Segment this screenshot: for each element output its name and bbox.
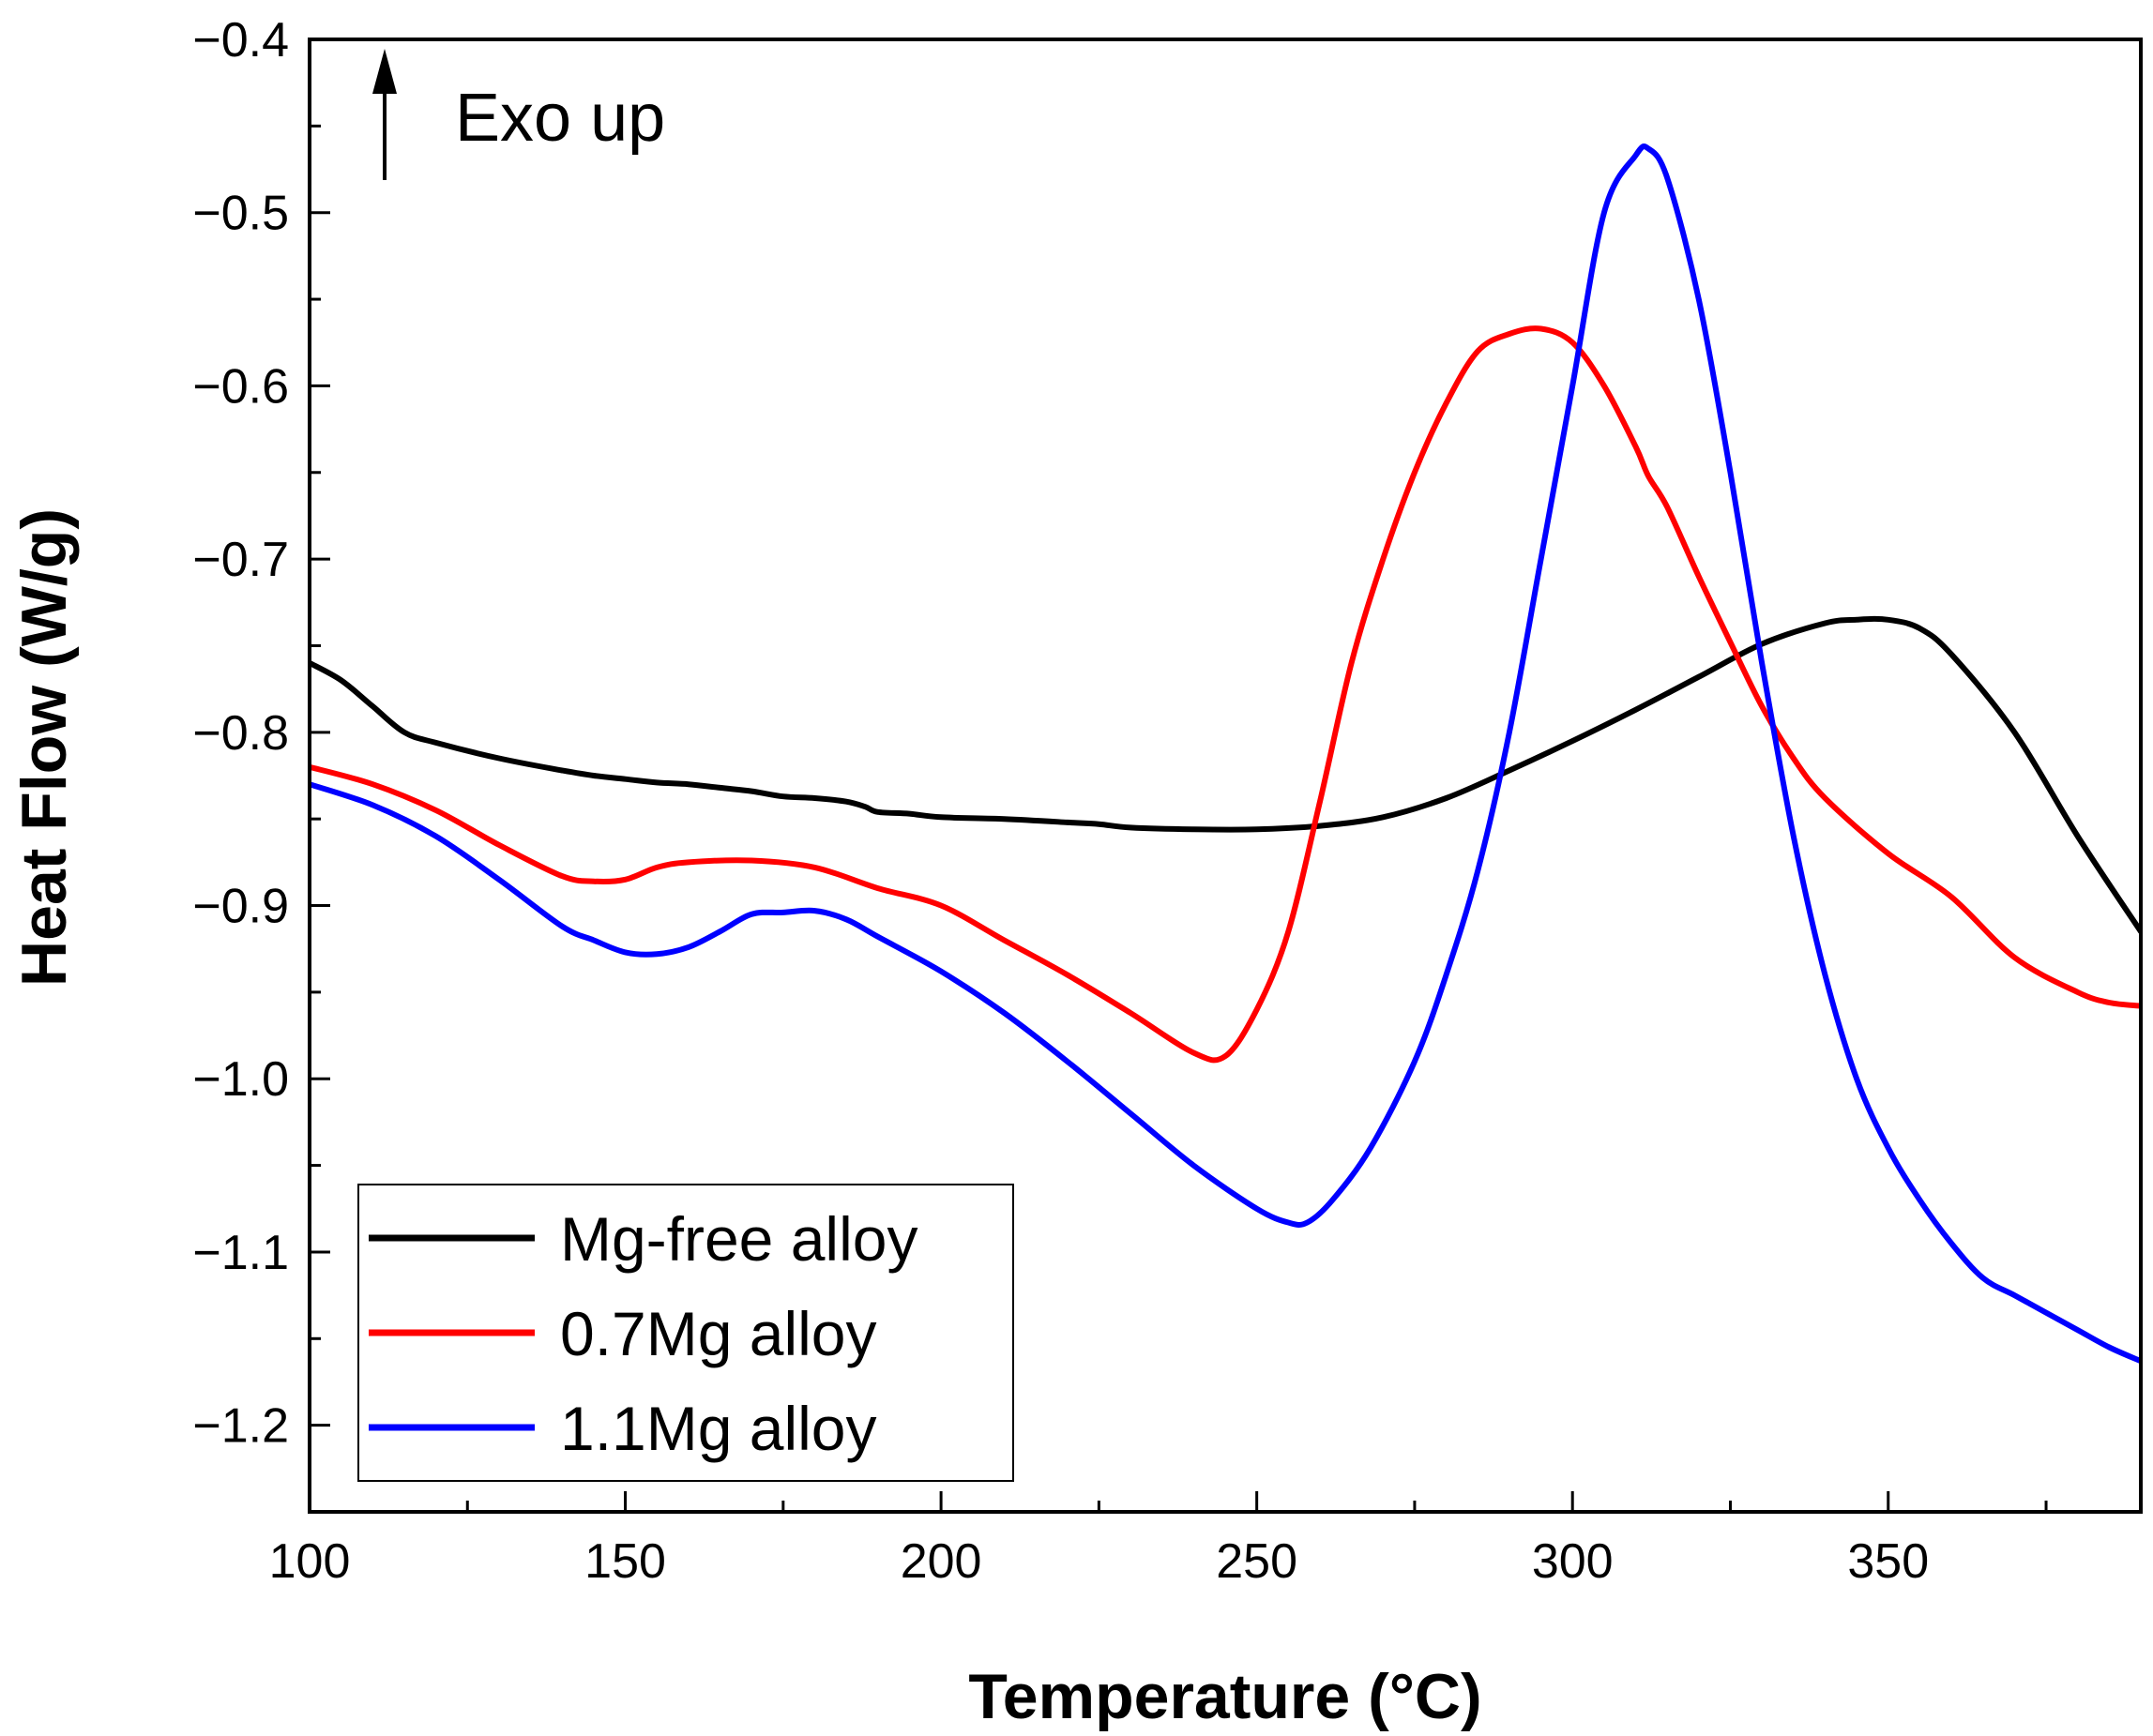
exo-up-label: Exo up <box>455 81 665 156</box>
series-line-0 <box>310 615 2141 935</box>
plot-frame <box>308 38 2143 1514</box>
x-tick-label: 150 <box>584 1534 666 1589</box>
y-tick-label: −0.4 <box>192 13 289 68</box>
legend-label-07mg: 0.7Mg alloy <box>560 1299 877 1368</box>
y-tick-label: −1.0 <box>192 1052 289 1107</box>
x-tick-label: 100 <box>269 1534 351 1589</box>
x-axis-title: Temperature (°C) <box>968 1661 1481 1732</box>
y-axis-title: Heat Flow (W/g) <box>8 508 80 987</box>
y-tick-label: −1.1 <box>192 1226 289 1280</box>
x-tick-label: 300 <box>1532 1534 1614 1589</box>
x-tick-label: 350 <box>1847 1534 1929 1589</box>
legend-label-mg-free: Mg-free alloy <box>560 1204 917 1274</box>
exo-up-arrow-icon <box>372 49 397 94</box>
data-curves <box>310 143 2141 1365</box>
legend-label-11mg: 1.1Mg alloy <box>560 1394 877 1463</box>
series-line-2 <box>310 143 2141 1365</box>
exo-up-annotation: Exo up <box>372 49 665 180</box>
x-tick-label: 250 <box>1216 1534 1297 1589</box>
series-line-1 <box>310 325 2141 1064</box>
y-tick-label: −0.5 <box>192 187 289 241</box>
y-tick-label: −0.8 <box>192 706 289 761</box>
x-tick-label: 200 <box>901 1534 982 1589</box>
legend: Mg-free alloy 0.7Mg alloy 1.1Mg alloy <box>357 1184 1014 1482</box>
y-tick-label: −0.7 <box>192 533 289 587</box>
y-tick-label: −0.9 <box>192 880 289 934</box>
y-tick-label: −1.2 <box>192 1399 289 1454</box>
tick-labels: 100 150 200 250 300 350 −0.4 −0.5 −0.6 −0.7 −0.8 −0… <box>192 13 1929 1589</box>
y-tick-label: −0.6 <box>192 359 289 414</box>
